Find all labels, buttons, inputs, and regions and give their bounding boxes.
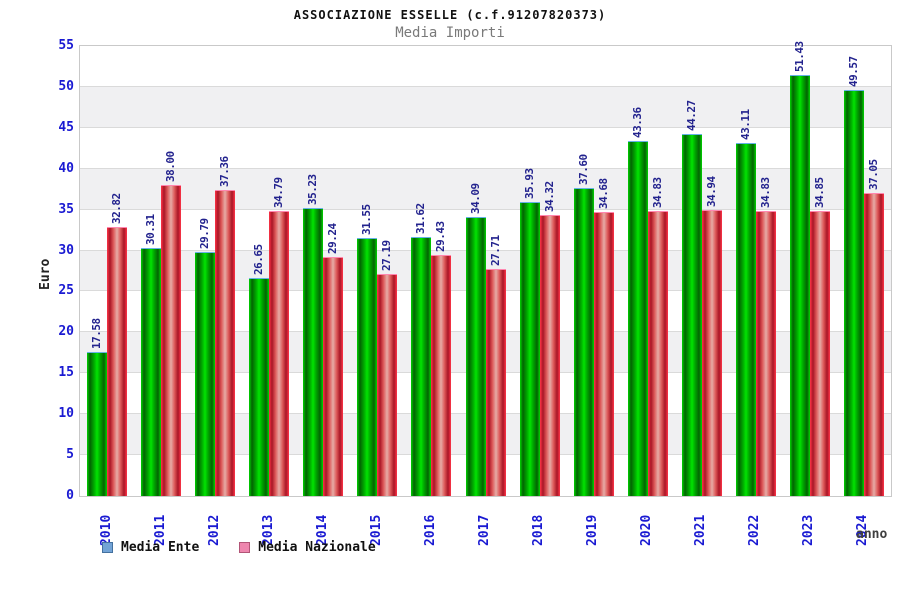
legend: Media Ente Media Nazionale: [102, 540, 416, 555]
bar-media-ente-2019: [573, 188, 594, 496]
bar-media-nazionale-2012: [215, 190, 236, 496]
value-label-media-ente-2013: 26.65: [252, 244, 266, 275]
y-tick-label: 30: [58, 242, 74, 258]
bar-media-nazionale-2024: [863, 192, 884, 496]
y-tick-label: 0: [66, 488, 74, 503]
value-label-media-ente-2012: 29.79: [198, 218, 212, 250]
gridline: [80, 85, 891, 87]
bar-media-ente-2013: [249, 277, 270, 496]
plot-band: [80, 128, 891, 169]
value-label-media-ente-2010: 17.58: [90, 318, 104, 350]
x-tick-label-2016: 2016: [422, 514, 438, 546]
chart-subtitle: Media Importi: [395, 25, 505, 41]
x-tick-label-2017: 2017: [477, 514, 492, 546]
bar-media-ente-2020: [627, 141, 648, 496]
value-label-media-ente-2017: 34.09: [468, 183, 482, 215]
value-label-media-ente-2014: 35.23: [306, 174, 320, 205]
bar-media-ente-2014: [303, 207, 324, 496]
gridline: [80, 126, 891, 128]
bar-media-nazionale-2015: [377, 273, 398, 496]
bar-media-ente-2012: [195, 252, 216, 496]
value-label-media-nazionale-2010: 32.82: [110, 193, 124, 225]
gridline: [80, 249, 891, 251]
bar-media-nazionale-2017: [485, 269, 506, 496]
value-label-media-nazionale-2016: 29.43: [434, 221, 448, 253]
x-tick-label-2018: 2018: [531, 514, 547, 546]
bar-media-ente-2017: [465, 217, 486, 496]
bar-media-ente-2024: [843, 90, 864, 496]
value-label-media-ente-2024: 49.57: [846, 56, 860, 88]
bar-media-ente-2022: [735, 143, 756, 496]
plot-band: [80, 86, 891, 128]
x-axis-title: anno: [856, 527, 888, 542]
y-tick-label: 20: [58, 324, 74, 340]
value-label-media-nazionale-2021: 34.94: [704, 176, 718, 208]
y-tick-label: 5: [66, 447, 74, 463]
value-label-media-nazionale-2013: 34.79: [272, 177, 286, 209]
value-label-media-ente-2023: 51.43: [792, 41, 806, 73]
value-label-media-nazionale-2012: 37.36: [218, 156, 232, 188]
bar-media-ente-2015: [357, 237, 378, 496]
value-label-media-ente-2011: 30.31: [144, 214, 158, 246]
bar-media-ente-2023: [789, 75, 810, 496]
bar-media-nazionale-2016: [431, 255, 452, 496]
plot-area: 17.58 32.82 30.31 38.00 29.79 37.36 26.65 34.79…: [79, 41, 892, 497]
y-tick-label: 40: [58, 160, 74, 176]
gridline: [80, 208, 891, 210]
bar-media-nazionale-2021: [701, 210, 722, 496]
value-label-media-ente-2020: 43.36: [630, 107, 644, 139]
value-label-media-nazionale-2020: 34.83: [650, 177, 664, 209]
bar-media-nazionale-2018: [539, 215, 560, 496]
bar-media-ente-2011: [141, 248, 162, 496]
bar-media-ente-2018: [519, 202, 540, 496]
value-label-media-ente-2019: 37.60: [576, 154, 590, 186]
legend-swatch-media-ente: [102, 542, 113, 553]
bar-media-nazionale-2011: [161, 185, 182, 496]
value-label-media-nazionale-2014: 29.24: [326, 223, 340, 254]
x-tick-label-2022: 2022: [747, 514, 763, 546]
value-label-media-nazionale-2024: 37.05: [866, 159, 880, 190]
y-tick-label: 10: [58, 406, 74, 422]
x-tick-label-2020: 2020: [639, 514, 655, 546]
bar-media-nazionale-2020: [647, 211, 668, 496]
bar-media-nazionale-2013: [269, 211, 290, 496]
y-tick-label: 55: [58, 38, 74, 53]
value-label-media-ente-2018: 35.93: [522, 168, 536, 200]
legend-swatch-media-nazionale: [239, 542, 251, 553]
gridline: [80, 167, 891, 169]
bar-media-ente-2016: [411, 237, 432, 496]
value-label-media-nazionale-2019: 34.68: [596, 178, 610, 210]
value-label-media-nazionale-2017: 27.71: [488, 235, 502, 267]
bar-media-ente-2021: [681, 133, 702, 496]
value-label-media-ente-2015: 31.55: [360, 204, 374, 235]
bar-media-nazionale-2019: [593, 212, 614, 496]
bar-media-ente-2010: [87, 352, 108, 496]
y-tick-label: 25: [58, 283, 74, 299]
value-label-media-ente-2016: 31.62: [414, 203, 428, 235]
value-label-media-ente-2021: 44.27: [684, 100, 698, 131]
value-label-media-nazionale-2022: 34.83: [758, 177, 772, 209]
value-label-media-nazionale-2023: 34.85: [812, 177, 826, 208]
value-label-media-nazionale-2018: 34.32: [542, 181, 556, 213]
legend-label-media-nazionale: Media Nazionale: [258, 540, 376, 555]
chart-title: ASSOCIAZIONE ESSELLE (c.f.91207820373): [293, 8, 607, 22]
y-tick-label: 45: [58, 119, 74, 135]
bar-media-nazionale-2014: [323, 256, 344, 496]
y-tick-label: 15: [58, 365, 74, 381]
value-label-media-nazionale-2011: 38.00: [164, 151, 178, 183]
bar-media-nazionale-2010: [107, 227, 128, 496]
x-tick-label-2021: 2021: [693, 514, 709, 546]
y-tick-label: 50: [58, 78, 74, 94]
x-tick-label-2019: 2019: [585, 514, 601, 546]
legend-label-media-ente: Media Ente: [121, 540, 200, 555]
value-label-media-nazionale-2015: 27.19: [380, 239, 394, 271]
y-tick-label: 35: [58, 201, 74, 217]
bar-media-nazionale-2022: [755, 211, 776, 496]
bar-media-nazionale-2023: [809, 210, 830, 496]
x-tick-label-2023: 2023: [801, 514, 817, 546]
plot-band: [80, 46, 891, 87]
value-label-media-ente-2022: 43.11: [738, 109, 752, 141]
